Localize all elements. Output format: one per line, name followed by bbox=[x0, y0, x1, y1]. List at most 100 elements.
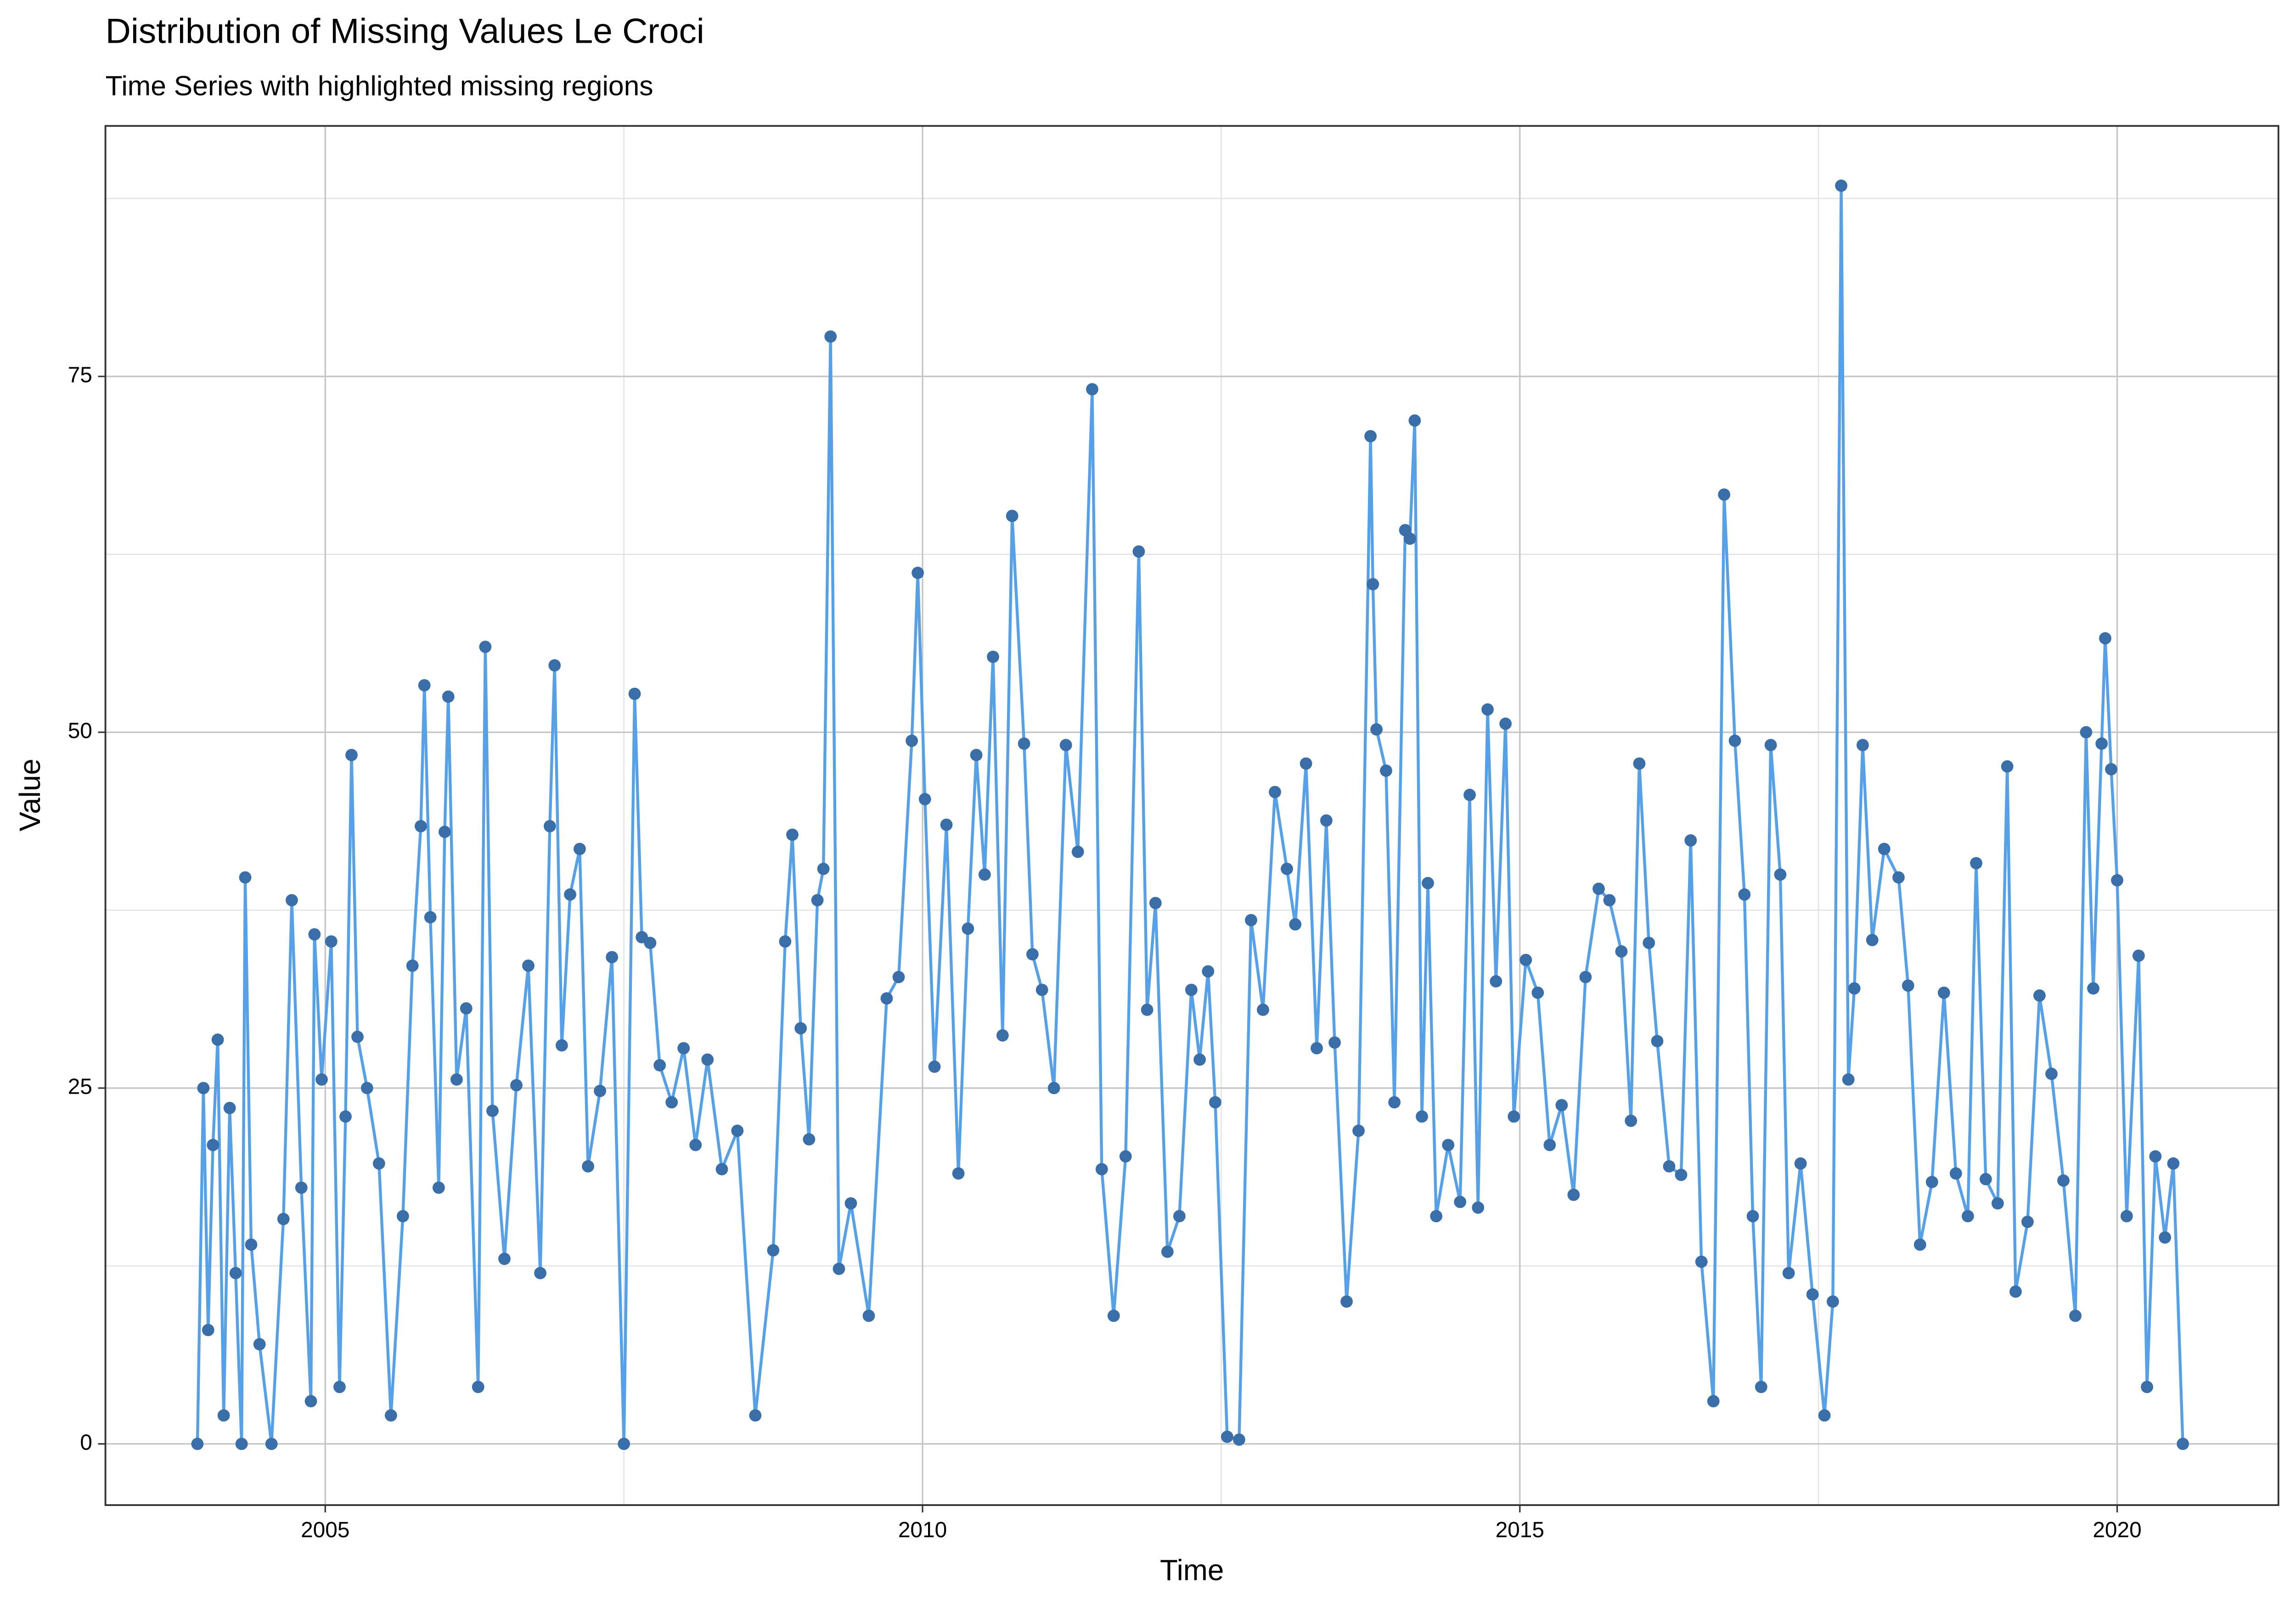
data-point bbox=[1892, 871, 1905, 884]
data-point bbox=[1463, 788, 1476, 801]
data-point bbox=[2132, 950, 2145, 962]
panel-border bbox=[104, 125, 2279, 1506]
data-point bbox=[1289, 918, 1302, 931]
data-point bbox=[1193, 1053, 1206, 1066]
data-point bbox=[510, 1079, 523, 1091]
data-point bbox=[880, 992, 893, 1005]
data-point bbox=[1913, 1238, 1926, 1251]
data-point bbox=[295, 1181, 308, 1194]
data-point bbox=[479, 641, 492, 653]
data-point bbox=[1728, 735, 1741, 747]
data-point bbox=[308, 928, 321, 941]
data-point bbox=[1615, 945, 1628, 958]
data-point bbox=[1320, 814, 1333, 827]
data-point bbox=[543, 820, 556, 832]
data-point bbox=[749, 1409, 762, 1422]
data-point bbox=[2167, 1157, 2180, 1170]
data-point bbox=[1499, 717, 1512, 730]
data-point bbox=[2149, 1150, 2162, 1163]
data-point bbox=[862, 1309, 875, 1322]
data-point bbox=[803, 1133, 816, 1146]
data-point bbox=[1774, 868, 1787, 881]
data-point bbox=[618, 1438, 630, 1450]
data-point bbox=[1404, 532, 1416, 545]
data-point bbox=[1738, 888, 1751, 901]
data-point bbox=[987, 651, 999, 663]
data-point bbox=[351, 1030, 364, 1043]
data-point bbox=[1567, 1188, 1580, 1201]
data-point bbox=[1006, 510, 1019, 523]
data-point bbox=[1835, 180, 1847, 192]
data-point bbox=[1257, 1003, 1269, 1016]
x-axis-label: Time bbox=[1160, 1554, 1224, 1587]
data-point bbox=[1782, 1267, 1795, 1280]
data-point bbox=[906, 735, 918, 747]
data-point bbox=[548, 659, 561, 672]
data-point bbox=[1430, 1210, 1443, 1223]
data-point bbox=[1472, 1201, 1485, 1214]
y-tick-label: 0 bbox=[80, 1430, 92, 1455]
data-point bbox=[606, 951, 619, 963]
data-point bbox=[1970, 857, 1982, 870]
chart-subtitle: Time Series with highlighted missing reg… bbox=[106, 70, 653, 101]
data-point bbox=[2095, 737, 2108, 750]
data-point bbox=[325, 935, 338, 948]
data-point bbox=[1707, 1395, 1720, 1408]
data-point bbox=[996, 1029, 1009, 1042]
data-point bbox=[360, 1082, 373, 1095]
data-point bbox=[940, 818, 953, 831]
data-point bbox=[1422, 877, 1434, 889]
data-point bbox=[245, 1238, 258, 1251]
data-point bbox=[644, 937, 657, 949]
data-point bbox=[498, 1253, 511, 1265]
data-point bbox=[207, 1139, 219, 1152]
data-point bbox=[1866, 933, 1879, 946]
data-point bbox=[2105, 763, 2117, 775]
data-point bbox=[1579, 971, 1592, 983]
data-point bbox=[767, 1244, 780, 1257]
x-tick-label: 2005 bbox=[301, 1518, 349, 1542]
data-point bbox=[345, 749, 358, 761]
data-point bbox=[197, 1082, 210, 1095]
data-point bbox=[1442, 1139, 1455, 1152]
data-point bbox=[202, 1324, 214, 1337]
data-point bbox=[1328, 1036, 1341, 1049]
data-point bbox=[1416, 1110, 1428, 1123]
data-point bbox=[1531, 986, 1544, 999]
y-tick-label: 75 bbox=[68, 363, 92, 387]
data-point bbox=[1543, 1139, 1556, 1152]
data-point bbox=[2080, 726, 2093, 739]
data-point bbox=[2009, 1285, 2022, 1298]
data-point bbox=[1221, 1430, 1233, 1443]
data-point bbox=[2177, 1438, 2189, 1450]
data-point bbox=[817, 863, 830, 875]
data-point bbox=[211, 1033, 224, 1046]
data-point bbox=[912, 567, 924, 579]
data-point bbox=[1949, 1167, 1962, 1180]
data-point bbox=[1663, 1160, 1676, 1173]
data-point bbox=[1209, 1096, 1221, 1109]
data-point bbox=[1826, 1295, 1839, 1308]
data-point bbox=[1633, 757, 1646, 770]
data-point bbox=[786, 828, 799, 841]
data-point bbox=[472, 1381, 484, 1393]
data-point bbox=[1991, 1197, 2004, 1210]
data-point bbox=[418, 679, 431, 691]
data-point bbox=[928, 1060, 941, 1073]
data-point bbox=[1651, 1035, 1664, 1047]
data-point bbox=[1555, 1099, 1568, 1112]
data-point bbox=[486, 1104, 499, 1117]
data-point bbox=[1086, 383, 1098, 396]
data-point bbox=[1352, 1124, 1365, 1137]
data-point bbox=[715, 1163, 728, 1175]
data-point bbox=[918, 793, 931, 805]
data-point bbox=[1718, 488, 1731, 501]
data-point bbox=[1149, 897, 1162, 910]
y-tick-label: 25 bbox=[68, 1074, 92, 1099]
data-point bbox=[628, 687, 641, 700]
data-point bbox=[414, 820, 427, 832]
data-point bbox=[1746, 1210, 1759, 1223]
data-point bbox=[1119, 1150, 1132, 1163]
x-tick-label: 2020 bbox=[2093, 1518, 2141, 1542]
